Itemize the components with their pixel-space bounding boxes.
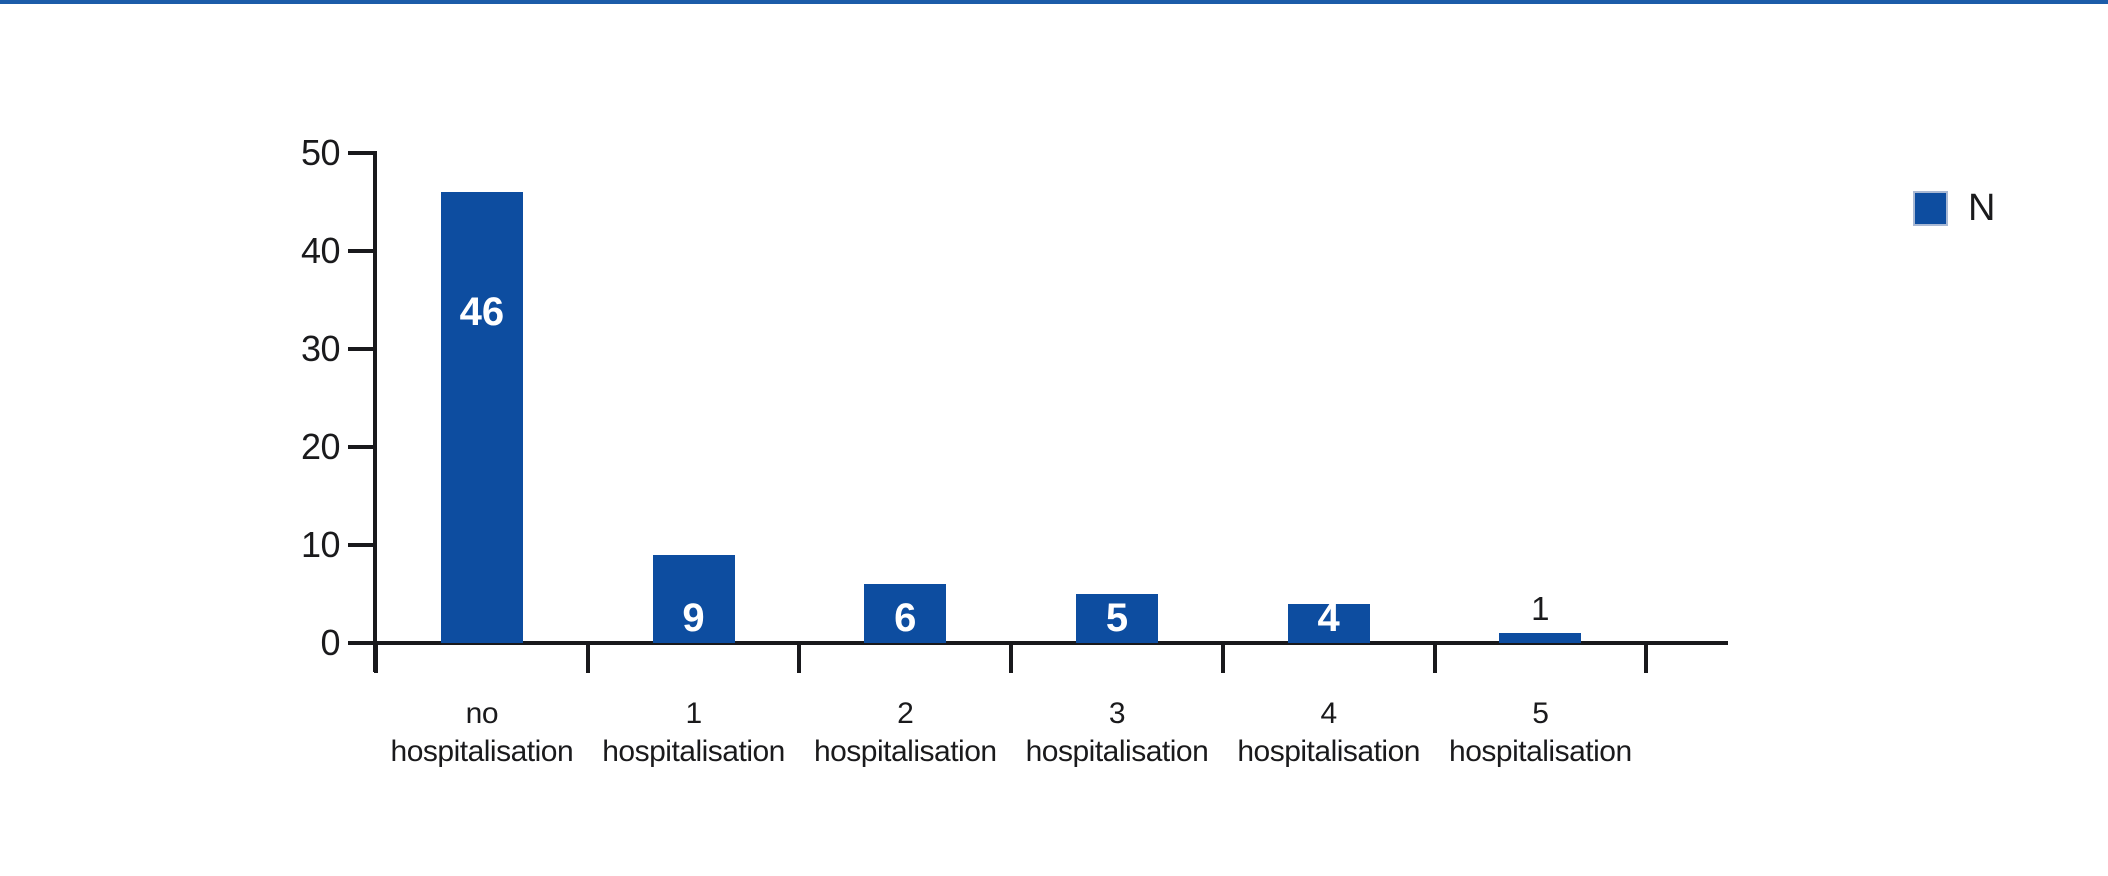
x-axis-tick — [1220, 643, 1225, 673]
bar — [652, 554, 735, 643]
x-category-label-line1: 1 — [685, 697, 702, 730]
top-border-rule — [0, 0, 2108, 4]
x-axis-line — [373, 641, 1728, 645]
x-axis-tick — [1009, 643, 1014, 673]
x-axis-tick — [1432, 643, 1437, 673]
x-category-label-line1: 4 — [1320, 697, 1338, 730]
bar — [1075, 594, 1158, 643]
x-category-label: 4 hospitalisation — [1214, 695, 1444, 771]
x-category-label-line2: hospitalisation — [1237, 735, 1420, 768]
x-category-label-line2: hospitalisation — [1025, 735, 1209, 768]
y-axis-line — [373, 151, 377, 672]
y-axis-tick-label: 20 — [300, 426, 341, 467]
legend-color-swatch-icon — [1913, 190, 1948, 226]
y-axis-tick — [348, 347, 373, 351]
x-category-label-line1: 2 — [897, 697, 914, 730]
x-category-label: 3 hospitalisation — [1002, 695, 1232, 771]
y-axis-tick-label: 40 — [300, 230, 341, 271]
x-category-label: no hospitalisation — [367, 695, 597, 771]
legend: N — [1913, 187, 1995, 229]
x-category-label: 1 hospitalisation — [579, 695, 809, 771]
y-axis-tick-label: 10 — [300, 524, 341, 565]
bar — [440, 192, 523, 643]
x-category-label-line2: hospitalisation — [1449, 735, 1632, 768]
bar — [1499, 633, 1582, 643]
x-axis-tick — [374, 643, 378, 673]
bar — [1287, 603, 1370, 643]
bar-value-label: 9 — [682, 596, 705, 640]
x-category-label-line2: hospitalisation — [813, 735, 997, 768]
y-axis-tick — [348, 445, 373, 449]
y-axis-tick-label: 0 — [320, 622, 340, 663]
x-axis-tick — [585, 643, 590, 673]
bar-value-label: 46 — [459, 289, 505, 334]
bar-value-label: 1 — [1531, 590, 1550, 628]
y-axis-tick — [348, 641, 373, 645]
x-category-label-line2: hospitalisation — [602, 735, 785, 768]
x-axis-tick — [797, 643, 802, 673]
y-axis-tick — [348, 249, 373, 253]
bar-value-label: 6 — [894, 596, 917, 640]
bar-value-label: 4 — [1317, 596, 1340, 640]
y-axis-tick — [348, 543, 373, 547]
x-category-label: 5 hospitalisation — [1425, 695, 1655, 771]
x-category-label: 2 hospitalisation — [790, 695, 1020, 771]
x-category-label-line1: no — [465, 697, 499, 730]
y-axis-tick-label: 30 — [300, 328, 341, 369]
bar — [864, 584, 947, 643]
y-axis-tick-label: 50 — [300, 132, 341, 173]
bar-value-label: 5 — [1105, 596, 1129, 640]
x-category-label-line2: hospitalisation — [390, 735, 574, 768]
x-axis-tick — [1644, 643, 1649, 673]
x-category-label-line1: 5 — [1532, 697, 1549, 730]
y-axis-tick — [348, 151, 373, 155]
x-category-label-line1: 3 — [1108, 697, 1126, 730]
legend-series-label: N — [1968, 187, 1996, 229]
